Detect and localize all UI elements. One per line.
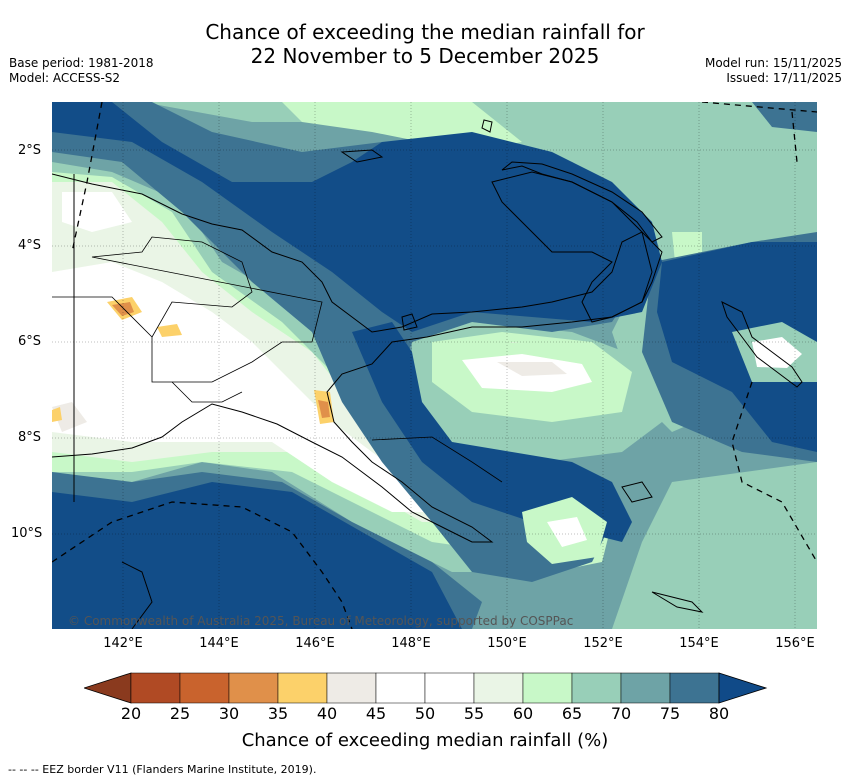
colorbar-label-40: 40 (316, 704, 338, 723)
colorbar-label-20: 20 (120, 704, 142, 723)
zone-deepblue-centre (352, 322, 632, 542)
eez-border-east (731, 381, 817, 563)
model-run: Model run: 15/11/2025 (704, 56, 842, 70)
colorbar-label-35: 35 (267, 704, 289, 723)
rainfall-map (52, 102, 817, 629)
colorbar-bin-35-40 (277, 672, 328, 704)
zone-grey-centre-top (497, 362, 567, 376)
colorbar-label-30: 30 (218, 704, 240, 723)
province-borders-3 (171, 381, 243, 403)
lat-tick-10s: 10°S (11, 526, 43, 541)
zone-seafoam-southeast (612, 462, 817, 629)
eez-footnote: -- -- -- EEZ border V11 (Flanders Marine… (8, 763, 317, 776)
lon-tick-154e: 154°E (679, 636, 719, 651)
colorbar-label-45: 45 (365, 704, 387, 723)
model-name: Model: ACCESS-S2 (9, 71, 121, 85)
lat-tick-8s: 8°S (18, 430, 42, 445)
zone-white-northwest (62, 192, 132, 232)
zone-white-east-top (752, 337, 802, 368)
colorbar (84, 672, 768, 704)
zone-deepblue-east (657, 242, 817, 452)
base-period: Base period: 1981-2018 (9, 56, 154, 70)
colorbar-label-25: 25 (169, 704, 191, 723)
colorbar-bin-75-80 (669, 672, 720, 704)
lat-tick-4s: 4°S (18, 238, 42, 253)
issued-date: Issued: 17/11/2025 (726, 71, 842, 85)
zone-deepblue-south (52, 482, 462, 629)
zone-grey-west (52, 402, 87, 432)
colorbar-bin-60-65 (522, 672, 573, 704)
colorbar-bin-25-30 (179, 672, 230, 704)
zone-white-se-top (547, 517, 587, 547)
zone-orange-2 (318, 400, 330, 418)
eez-border-west (71, 102, 103, 253)
colorbar-label-50: 50 (414, 704, 436, 723)
lon-tick-148e: 148°E (391, 636, 431, 651)
colorbar-bin-70-75 (620, 672, 671, 704)
colorbar-arrow-low (84, 672, 132, 704)
zone-midblue-northeast (752, 102, 817, 132)
colorbar-bin-40-45 (326, 672, 377, 704)
lon-tick-146e: 146°E (295, 636, 335, 651)
colorbar-bin-30-35 (228, 672, 279, 704)
zone-white-west (52, 262, 432, 512)
coastline-cape-york (121, 561, 153, 629)
meta-right: Model run: 15/11/2025 Issued: 17/11/2025 (705, 56, 842, 86)
colorbar-bin-55-60 (473, 672, 524, 704)
lat-tick-6s: 6°S (18, 334, 42, 349)
province-borders-2 (52, 296, 153, 338)
title-line-1: Chance of exceeding the median rainfall … (205, 20, 645, 44)
colorbar-title: Chance of exceeding median rainfall (%) (241, 730, 609, 751)
coastline-bougainville (721, 301, 803, 388)
colorbar-label-65: 65 (561, 704, 583, 723)
zone-yellow-2 (157, 324, 182, 337)
zone-deepblue-north (52, 102, 662, 332)
lon-tick-142e: 142°E (103, 636, 143, 651)
colorbar-bin-65-70 (571, 672, 622, 704)
eez-border-northeast (701, 102, 817, 113)
lon-tick-152e: 152°E (583, 636, 623, 651)
colorbar-bin-50-55 (424, 672, 475, 704)
coastline-island-4 (481, 119, 493, 133)
colorbar-label-70: 70 (610, 704, 632, 723)
colorbar-bin-45-50 (375, 672, 426, 704)
eez-border-ne-2 (791, 111, 798, 163)
copyright-text: © Commonwealth of Australia 2025, Bureau… (68, 614, 574, 628)
colorbar-label-55: 55 (463, 704, 485, 723)
gridlines (52, 102, 817, 629)
colorbar-arrow-high (718, 672, 768, 704)
meta-left: Base period: 1981-2018 Model: ACCESS-S2 (9, 56, 154, 86)
coastline-island-1 (401, 313, 418, 331)
coastline-island-2 (621, 481, 653, 503)
lon-tick-144e: 144°E (199, 636, 239, 651)
lon-tick-156e: 156°E (775, 636, 815, 651)
coastline-mainland (52, 173, 663, 543)
title-line-2: 22 November to 5 December 2025 (250, 44, 600, 68)
colorbar-bin-20-25 (130, 672, 181, 704)
colorbar-label-75: 75 (659, 704, 681, 723)
province-borders-1 (91, 236, 323, 383)
colorbar-label-60: 60 (512, 704, 534, 723)
zone-yellow-4 (52, 407, 62, 422)
lat-tick-2s: 2°S (18, 143, 42, 158)
coastline-new-ireland (501, 161, 663, 243)
colorbar-label-80: 80 (708, 704, 730, 723)
lon-tick-150e: 150°E (487, 636, 527, 651)
coastline-island-3 (651, 591, 704, 613)
coastline-manus (340, 149, 384, 163)
eez-border-south (52, 501, 353, 629)
province-borders-4 (371, 436, 503, 483)
